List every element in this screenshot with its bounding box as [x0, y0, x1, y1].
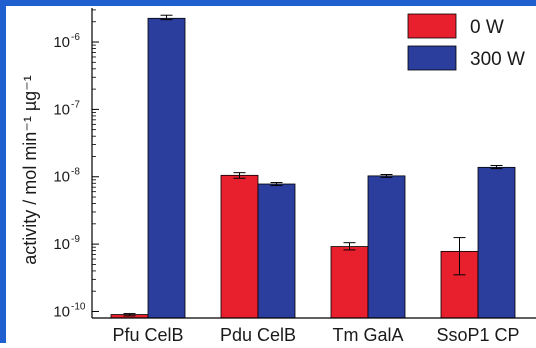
- legend-label: 300 W: [470, 49, 525, 70]
- legend-swatch: [407, 45, 457, 71]
- bar-300w: [477, 166, 516, 319]
- bar-0w: [220, 174, 259, 319]
- bar-0w: [330, 246, 369, 319]
- bar-300w: [367, 175, 406, 319]
- y-tick-label: 10: [53, 303, 70, 320]
- y-tick-label: 10: [53, 169, 70, 186]
- y-tick-label: 10: [53, 34, 70, 51]
- image-border-left: [0, 0, 6, 343]
- x-tick-label: Pdu CelB: [220, 325, 296, 343]
- y-tick-exponent: -9: [71, 234, 80, 245]
- bar-300w: [147, 17, 186, 319]
- legend-swatch: [407, 13, 457, 39]
- x-tick-label: Tm GalA: [332, 325, 403, 343]
- y-tick-label: 10: [53, 101, 70, 118]
- image-border-top: [0, 0, 536, 6]
- x-tick-label: SsoP1 CP: [436, 325, 519, 343]
- y-tick-exponent: -6: [71, 32, 80, 43]
- y-tick-exponent: -7: [71, 99, 80, 110]
- bar-300w: [257, 183, 296, 319]
- y-axis-label: activity / mol min⁻¹ µg⁻¹: [20, 75, 40, 264]
- legend: 0 W 300 W: [407, 13, 525, 71]
- y-tick-exponent: -8: [71, 167, 80, 178]
- legend-label: 0 W: [470, 17, 504, 38]
- x-tick-label: Pfu CelB: [112, 325, 183, 343]
- y-tick-label: 10: [53, 236, 70, 253]
- y-tick-exponent: -10: [71, 301, 86, 312]
